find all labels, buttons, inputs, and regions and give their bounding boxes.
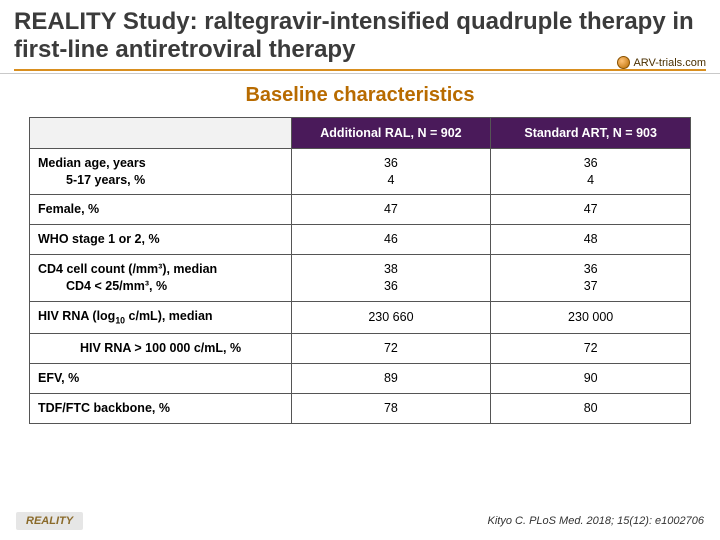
table-header-col1: Additional RAL, N = 902 bbox=[291, 117, 491, 148]
table-row: CD4 cell count (/mm³), medianCD4 < 25/mm… bbox=[30, 255, 691, 302]
row-label: EFV, % bbox=[30, 364, 292, 394]
table-row: Female, %4747 bbox=[30, 195, 691, 225]
row-val-ral: 46 bbox=[291, 225, 491, 255]
logo: ARV-trials.com bbox=[617, 56, 706, 69]
row-label: TDF/FTC backbone, % bbox=[30, 393, 292, 423]
row-val-art: 48 bbox=[491, 225, 691, 255]
table-row: HIV RNA (log10 c/mL), median230 660230 0… bbox=[30, 301, 691, 333]
footer-citation: Kityo C. PLoS Med. 2018; 15(12): e100270… bbox=[488, 512, 704, 530]
table-header-row: Additional RAL, N = 902 Standard ART, N … bbox=[30, 117, 691, 148]
row-label: HIV RNA > 100 000 c/mL, % bbox=[30, 334, 292, 364]
row-label: CD4 cell count (/mm³), medianCD4 < 25/mm… bbox=[30, 255, 292, 302]
row-val-art: 90 bbox=[491, 364, 691, 394]
logo-text: ARV-trials.com bbox=[633, 57, 706, 69]
footer: REALITY Kityo C. PLoS Med. 2018; 15(12):… bbox=[0, 512, 720, 530]
row-label: Female, % bbox=[30, 195, 292, 225]
row-val-art: 3637 bbox=[491, 255, 691, 302]
row-val-art: 230 000 bbox=[491, 301, 691, 333]
row-val-art: 364 bbox=[491, 148, 691, 195]
title-block: REALITY Study: raltegravir-intensified q… bbox=[0, 0, 720, 67]
row-val-ral: 78 bbox=[291, 393, 491, 423]
row-val-ral: 72 bbox=[291, 334, 491, 364]
row-label: HIV RNA (log10 c/mL), median bbox=[30, 301, 292, 333]
table-row: TDF/FTC backbone, %7880 bbox=[30, 393, 691, 423]
row-val-art: 80 bbox=[491, 393, 691, 423]
row-label: WHO stage 1 or 2, % bbox=[30, 225, 292, 255]
row-val-ral: 364 bbox=[291, 148, 491, 195]
table-header-col2: Standard ART, N = 903 bbox=[491, 117, 691, 148]
subtitle: Baseline characteristics bbox=[0, 84, 720, 107]
table-row: WHO stage 1 or 2, %4648 bbox=[30, 225, 691, 255]
row-val-ral: 230 660 bbox=[291, 301, 491, 333]
footer-study-tag: REALITY bbox=[16, 512, 83, 530]
row-val-art: 47 bbox=[491, 195, 691, 225]
row-val-ral: 3836 bbox=[291, 255, 491, 302]
title-rule-orange bbox=[14, 69, 706, 71]
table-row: HIV RNA > 100 000 c/mL, %7272 bbox=[30, 334, 691, 364]
table-header-blank bbox=[30, 117, 292, 148]
row-label: Median age, years5-17 years, % bbox=[30, 148, 292, 195]
table-row: EFV, %8990 bbox=[30, 364, 691, 394]
row-val-ral: 89 bbox=[291, 364, 491, 394]
table-body: Median age, years5-17 years, %364364Fema… bbox=[30, 148, 691, 423]
title-rule-grey bbox=[0, 73, 720, 74]
row-val-ral: 47 bbox=[291, 195, 491, 225]
table-row: Median age, years5-17 years, %364364 bbox=[30, 148, 691, 195]
page-title: REALITY Study: raltegravir-intensified q… bbox=[14, 8, 706, 65]
row-val-art: 72 bbox=[491, 334, 691, 364]
logo-icon bbox=[617, 56, 630, 69]
baseline-table: Additional RAL, N = 902 Standard ART, N … bbox=[29, 117, 691, 424]
